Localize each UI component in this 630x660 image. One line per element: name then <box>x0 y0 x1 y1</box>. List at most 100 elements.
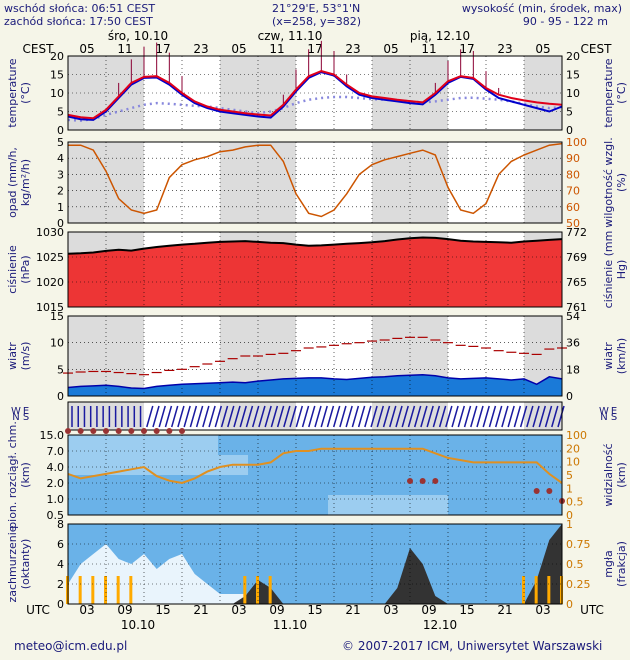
cover-tick-left: 8 <box>57 518 64 531</box>
cloud-tick-left: 2.0 <box>47 477 65 490</box>
rain-bar <box>78 576 82 604</box>
cloud-top-dot <box>179 428 185 434</box>
rain-bar <box>116 576 120 604</box>
wind-direction-arrow <box>189 405 198 428</box>
panel-border <box>67 55 563 131</box>
rain-bar <box>547 576 551 604</box>
wind-direction-arrow <box>463 405 472 428</box>
wind-direction-arrow <box>470 405 478 428</box>
wind-direction-arrow <box>420 405 428 428</box>
wind-direction-arrow <box>488 405 497 428</box>
cloud-tick-left: 7.0 <box>47 445 65 458</box>
utc-hour-tick: 15 <box>459 603 474 617</box>
cest-hour-tick: 23 <box>345 42 360 56</box>
wind-direction-arrow <box>258 405 266 428</box>
wind-direction-arrow <box>289 405 297 428</box>
pressure-tick-right: 769 <box>566 251 587 264</box>
rain-bar <box>129 576 133 604</box>
wind-direction-arrow <box>551 405 559 428</box>
wind-direction-arrow <box>245 405 254 428</box>
axis-label: ciśnienie <box>6 245 19 294</box>
wind-direction-arrow <box>395 405 403 428</box>
temp-feel-line <box>67 71 563 121</box>
humidity-tick-right: 50 <box>566 217 580 230</box>
wind-direction-arrow <box>389 405 397 428</box>
fog-tick-right: 0.5 <box>566 558 584 571</box>
visibility-tick-right: 10 <box>566 456 580 469</box>
wind-direction-arrow <box>432 405 441 428</box>
compass-letter: W <box>11 406 21 417</box>
utc-hour-tick: 03 <box>231 603 246 617</box>
axis-label: (%) <box>615 173 628 192</box>
wind-tick-right: 18 <box>566 363 580 376</box>
rain-bar <box>91 576 95 604</box>
wind-direction-arrow <box>283 405 291 428</box>
pressure-tick-right: 761 <box>566 301 587 314</box>
temp-tick-right: 0 <box>566 124 573 137</box>
wind-direction-arrow <box>544 405 553 428</box>
temp-tick-left: 0 <box>57 124 64 137</box>
email-link[interactable]: meteo@icm.edu.pl <box>14 639 128 653</box>
cover-tick-left: 6 <box>57 538 64 551</box>
compass-letter: N <box>12 412 19 423</box>
wind-direction-arrow <box>270 405 279 428</box>
wind-direction-arrow <box>326 405 335 428</box>
compass-letter: S <box>611 412 617 423</box>
utc-hour-tick: 03 <box>535 603 550 617</box>
wind-direction-arrow <box>332 405 341 428</box>
wind-direction-arrow <box>519 405 528 428</box>
rain-bar <box>243 576 247 604</box>
utc-hour-tick: 09 <box>421 603 436 617</box>
fog-tick-right: 1 <box>566 518 573 531</box>
wind-direction-arrow <box>532 405 540 428</box>
compass-letter: N <box>600 412 607 423</box>
rain-bar <box>522 576 525 604</box>
utc-label: UTC <box>26 603 50 617</box>
precip-tick-left: 0 <box>57 217 64 230</box>
axis-label: (oktanty) <box>19 539 32 590</box>
wind-direction-arrow <box>239 405 247 428</box>
cest-hour-tick: 11 <box>269 42 284 56</box>
pressure-tick-right: 765 <box>566 276 587 289</box>
axis-label: opad (mm/h, <box>6 147 19 218</box>
night-stripe <box>220 56 258 130</box>
axis-label: (km/h) <box>615 338 628 374</box>
wind-direction-arrow <box>476 405 484 428</box>
cloud-top-dot <box>166 428 173 434</box>
copyright-text: © 2007-2017 ICM, Uniwersytet Warszawski <box>342 639 603 653</box>
wind-direction-arrow <box>320 405 328 428</box>
night-stripe <box>68 142 106 223</box>
night-stripe <box>410 142 448 223</box>
fog-tick-right: 0 <box>566 598 573 611</box>
cover-tick-left: 2 <box>57 578 64 591</box>
axis-label: ciśnienie (mm <box>602 231 615 309</box>
utc-hour-tick: 09 <box>269 603 284 617</box>
cest-hour-tick: 05 <box>79 42 94 56</box>
wind-direction-arrow <box>301 405 310 428</box>
night-stripe <box>106 316 144 396</box>
wind-tick-right: 0 <box>566 390 573 403</box>
wind-direction-arrow <box>438 405 447 428</box>
top-day-label: pią, 12.10 <box>410 29 470 43</box>
compass-letter: E <box>23 406 29 417</box>
panel-border <box>67 231 563 308</box>
visibility-tick-right: 1 <box>566 482 573 495</box>
temp-tick-left: 20 <box>50 50 64 63</box>
wind-speed-area <box>68 374 562 396</box>
sunset-text: zachód słońca: 17:50 CEST <box>4 15 153 28</box>
precip-tick-left: 5 <box>57 136 64 149</box>
cloud-top-dot <box>432 478 439 484</box>
cest-hour-tick: 23 <box>193 42 208 56</box>
night-stripe <box>68 402 106 430</box>
wind-direction-arrow <box>494 405 503 428</box>
humidity-tick-right: 80 <box>566 168 580 181</box>
utc-hour-tick: 21 <box>345 603 360 617</box>
cloud-top-dot <box>533 488 540 494</box>
fog-tick-right: 0.75 <box>566 538 591 551</box>
height-label: wysokość (min, środek, max) <box>461 2 622 15</box>
dewpoint-line <box>67 95 563 122</box>
rain-bar <box>534 576 538 604</box>
night-stripe <box>372 56 410 130</box>
panel-border <box>67 523 563 605</box>
visibility-line <box>67 447 563 485</box>
